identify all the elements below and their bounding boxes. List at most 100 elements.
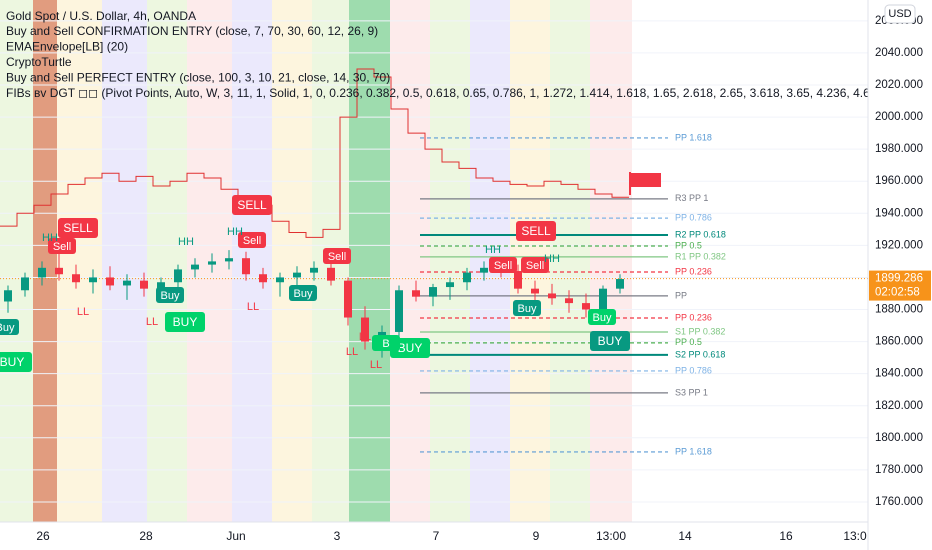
session-band <box>57 0 102 522</box>
hh-label: HH <box>544 253 560 265</box>
signal-label: Sell <box>53 241 71 253</box>
signal-box <box>289 285 317 301</box>
signal-box <box>238 232 266 248</box>
signal-box <box>588 309 616 325</box>
time-axis <box>0 522 868 550</box>
envelope-line <box>0 68 629 238</box>
candle-body <box>429 287 437 297</box>
indicator-label: EMAEnvelope[LB] (20) <box>6 40 128 54</box>
signal-box <box>516 221 556 241</box>
candle-body <box>548 293 556 299</box>
candle-body <box>361 317 369 342</box>
pivot-label: PP 1.618 <box>675 132 712 142</box>
candle-body <box>55 267 63 275</box>
x-tick-label: 3 <box>334 529 341 543</box>
candle-body <box>123 280 131 286</box>
currency-pill <box>884 4 916 24</box>
y-tick-label: 1980.000 <box>875 143 923 155</box>
signal-label: Sell <box>526 260 544 272</box>
session-band <box>349 0 390 522</box>
candle-body <box>38 267 46 278</box>
candle-body <box>276 277 284 283</box>
signal-label: BUY <box>173 315 198 329</box>
pivot-label: PP 0.786 <box>675 212 712 222</box>
session-band <box>272 0 312 522</box>
candle-body <box>72 274 80 283</box>
session-band <box>0 0 33 522</box>
y-tick-label: 1920.000 <box>875 239 923 251</box>
signal-label: BUY <box>0 355 24 369</box>
signal-box <box>0 319 19 335</box>
candle-body <box>310 267 318 273</box>
signal-label: Buy <box>518 303 537 315</box>
x-tick-label: 13:00 <box>596 529 626 543</box>
y-tick-label: 2000.000 <box>875 111 923 123</box>
ll-label: LL <box>346 346 358 358</box>
signal-label: B <box>382 338 389 350</box>
pivot-label: PP 0.5 <box>675 337 702 347</box>
candle-body <box>599 288 607 310</box>
pivot-label: PP <box>675 290 687 300</box>
signal-box <box>513 300 541 316</box>
candle-body <box>4 290 12 302</box>
signal-box <box>489 257 517 273</box>
signal-label: Buy <box>161 290 180 302</box>
ll-label: LL <box>247 301 259 313</box>
candle-body <box>259 274 267 283</box>
candle-body <box>565 298 573 304</box>
candle-body <box>480 267 488 273</box>
pivot-label: S2 PP 0.618 <box>675 349 725 359</box>
signal-label: BUY <box>598 334 623 348</box>
candle-body <box>140 280 148 289</box>
hh-label: HH <box>42 232 58 244</box>
ll-label: LL <box>370 359 382 371</box>
pivot-label: R3 PP 1 <box>675 193 708 203</box>
signal-label: Buy <box>294 288 313 300</box>
candle-body <box>21 277 29 291</box>
candle-body <box>327 267 335 281</box>
candle-body <box>395 290 403 332</box>
indicator-label: Buy and Sell PERFECT ENTRY (close, 100, … <box>6 71 390 85</box>
pivot-label: PP 0.236 <box>675 266 712 276</box>
indicator-label: FIBs ʙv DGT ◻◻ (Pivot Points, Auto, W, 3… <box>6 86 917 100</box>
candle-body <box>293 272 301 278</box>
ll-label: LL <box>359 331 371 343</box>
session-band <box>390 0 430 522</box>
x-tick-label: 14 <box>678 529 692 543</box>
x-tick-label: 7 <box>433 529 440 543</box>
candle-body <box>616 279 624 289</box>
session-band <box>430 0 470 522</box>
y-tick-label: 1880.000 <box>875 304 923 316</box>
signal-label: Sell <box>494 260 512 272</box>
y-tick-label: 1840.000 <box>875 368 923 380</box>
candle-body <box>344 280 352 318</box>
indicator-label: CryptoTurtle <box>6 55 72 69</box>
flag-icon <box>629 172 661 195</box>
candle-body <box>225 258 233 262</box>
last-price-tag <box>869 270 931 301</box>
candle-body <box>174 269 182 283</box>
pivot-label: R2 PP 0.618 <box>675 229 726 239</box>
signal-box <box>323 248 351 264</box>
signal-label: Sell <box>328 251 346 263</box>
y-tick-label: 1820.000 <box>875 400 923 412</box>
candle-body <box>514 271 522 289</box>
y-tick-label: 2040.000 <box>875 47 923 59</box>
hh-label: HH <box>227 226 243 238</box>
pivot-label: S1 PP 0.382 <box>675 326 725 336</box>
signal-label: Buy <box>0 322 15 334</box>
hh-label: HH <box>485 244 501 256</box>
x-tick-label: 26 <box>36 529 50 543</box>
candle-body <box>412 290 420 297</box>
candle-body <box>191 264 199 270</box>
indicator-label: Buy and Sell CONFIRMATION ENTRY (close, … <box>6 24 378 38</box>
candle-body <box>106 277 114 286</box>
candle-body <box>582 303 590 310</box>
signal-box <box>232 195 272 215</box>
session-band <box>590 0 632 522</box>
ll-label: LL <box>77 306 89 318</box>
chart-title: Gold Spot / U.S. Dollar, 4h, OANDA <box>6 9 196 23</box>
candle-body <box>157 282 165 289</box>
pivot-label: S3 PP 1 <box>675 387 708 397</box>
